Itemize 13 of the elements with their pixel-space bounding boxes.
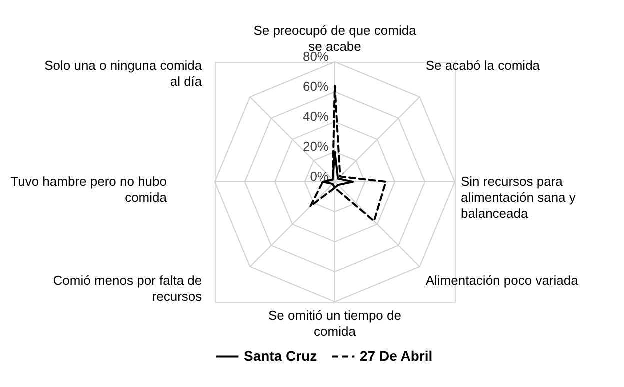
y-tick-label: 40%: [302, 109, 330, 124]
y-tick-label: 0%: [310, 169, 330, 184]
spoke-label: Comió menos por falta de recursos: [53, 272, 203, 304]
spoke-label: Solo una o ninguna comida al día: [44, 58, 203, 90]
legend-label: 27 De Abril: [360, 348, 433, 364]
spoke-label: Tuvo hambre pero no hubo comida: [10, 174, 168, 205]
spoke-label: Sin recursos para alimentación sana y balanceada: [461, 174, 576, 221]
spoke-label: Se acabó la comida: [426, 58, 541, 74]
spoke-label: Se omitió un tiempo de comida: [268, 308, 402, 339]
legend-label: Santa Cruz: [244, 348, 318, 364]
spoke-label: Alimentación poco variada: [426, 272, 580, 288]
y-tick-label: 60%: [302, 79, 330, 94]
y-tick-label: 20%: [302, 139, 330, 154]
